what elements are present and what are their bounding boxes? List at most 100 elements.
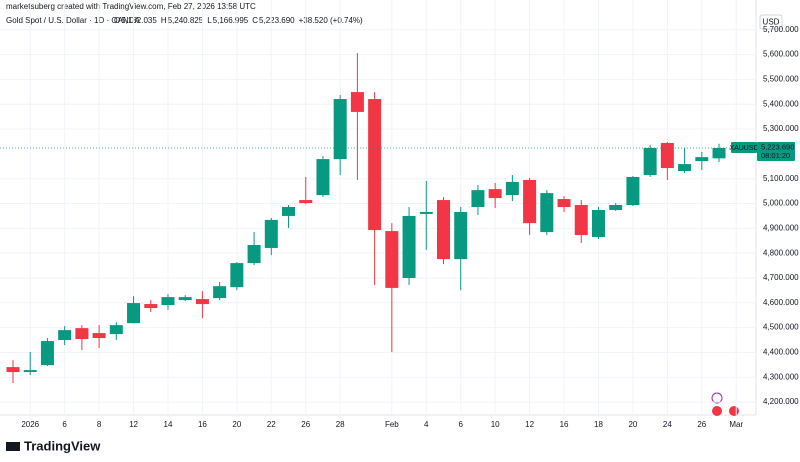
candle <box>626 175 640 207</box>
candle <box>368 92 382 285</box>
candle-body <box>299 200 313 204</box>
x-tick-label: 24 <box>663 420 672 429</box>
candle <box>23 351 37 376</box>
candle <box>419 180 433 250</box>
candle <box>109 322 123 341</box>
candle-body <box>609 205 623 210</box>
candle-body <box>419 211 433 214</box>
candle <box>161 294 175 311</box>
event-icon[interactable] <box>711 392 723 404</box>
candle <box>195 291 209 319</box>
ohlc-key: O <box>114 16 120 25</box>
candle-body <box>92 333 106 339</box>
candle <box>712 143 726 163</box>
x-tick-label: 20 <box>628 420 637 429</box>
ohlc-key: L <box>207 16 212 25</box>
candle <box>505 174 519 202</box>
x-tick-label: 12 <box>129 420 138 429</box>
candle-body <box>144 304 158 309</box>
candle-body <box>350 92 364 112</box>
currency[interactable]: USD <box>763 18 780 27</box>
candle-body <box>643 147 657 175</box>
y-tick-label: 4,600.000 <box>763 298 799 307</box>
candle-body <box>264 219 278 248</box>
candle-body <box>540 193 554 233</box>
y-tick-label: 5,300.000 <box>763 124 799 133</box>
x-tick-label: Feb <box>385 420 399 429</box>
candle-body <box>437 200 450 260</box>
candle <box>523 177 537 236</box>
candle <box>643 144 657 177</box>
event-icon[interactable] <box>729 406 739 416</box>
candle <box>213 281 227 301</box>
x-tick-label: 6 <box>458 420 463 429</box>
candle-body <box>247 244 261 264</box>
event-icon[interactable] <box>712 406 722 416</box>
candle-body <box>75 328 89 340</box>
candle-body <box>695 157 709 162</box>
candle-body <box>333 99 347 160</box>
y-tick-label: 4,800.000 <box>763 248 799 257</box>
candle <box>144 300 158 312</box>
candle <box>695 151 709 171</box>
candle <box>282 205 296 229</box>
candle-body <box>505 181 519 196</box>
candle-body <box>127 303 141 324</box>
y-tick-label: 5,400.000 <box>763 99 799 108</box>
y-tick-label: 4,900.000 <box>763 223 799 232</box>
candle <box>609 203 623 211</box>
ohlc-key: C <box>252 16 258 25</box>
candle <box>454 207 468 291</box>
x-tick-label: 20 <box>232 420 241 429</box>
y-tick-label: 4,400.000 <box>763 348 799 357</box>
x-tick-label: 28 <box>336 420 345 429</box>
candle <box>540 190 554 236</box>
candle <box>6 360 20 383</box>
candle <box>316 156 330 198</box>
symbol-tag <box>731 142 757 154</box>
logo: TradingView <box>6 438 101 453</box>
candle <box>127 296 141 324</box>
ohlc-value: 5,166.995 <box>213 16 249 25</box>
x-tick-label: 26 <box>301 420 310 429</box>
candle <box>488 182 502 208</box>
x-tick-label: 22 <box>267 420 276 429</box>
y-tick-label: 5,100.000 <box>763 174 799 183</box>
candle <box>437 197 450 265</box>
candle <box>678 147 692 173</box>
y-tick-label: 4,500.000 <box>763 323 799 332</box>
candle-body <box>385 231 399 288</box>
candle <box>660 141 674 180</box>
candle-body <box>678 164 692 172</box>
candle-body <box>161 297 175 306</box>
candle-body <box>712 148 726 159</box>
candle-body <box>6 367 20 373</box>
candle-body <box>626 176 640 206</box>
candle-body <box>109 325 123 335</box>
logo-mark <box>6 442 20 451</box>
price-tag <box>757 142 795 162</box>
candle <box>385 223 399 352</box>
candle-body <box>195 299 209 305</box>
x-tick-label: 10 <box>491 420 500 429</box>
price-tag-value: 5,223.690 <box>761 142 794 151</box>
y-tick-label: 4,700.000 <box>763 273 799 282</box>
candle <box>58 326 72 346</box>
candle-body <box>213 286 227 299</box>
candle <box>574 200 588 243</box>
symbol: Gold Spot / U.S. Dollar · 1D · OANDA <box>6 16 140 25</box>
candle-body <box>574 205 588 236</box>
ohlc-value: 5,240.825 <box>168 16 204 25</box>
symbol-tag-text: XAUUSD <box>729 145 758 152</box>
candle-body <box>23 370 37 373</box>
price-tag-countdown: 08:01:20 <box>761 151 790 160</box>
candle-body <box>178 297 192 301</box>
x-tick-label: 14 <box>164 420 173 429</box>
currency-box[interactable] <box>759 14 783 30</box>
candle-body <box>488 189 502 199</box>
x-tick-label: 16 <box>560 420 569 429</box>
candle-body <box>316 159 330 196</box>
x-tick-label: 16 <box>198 420 207 429</box>
candle <box>230 262 244 291</box>
